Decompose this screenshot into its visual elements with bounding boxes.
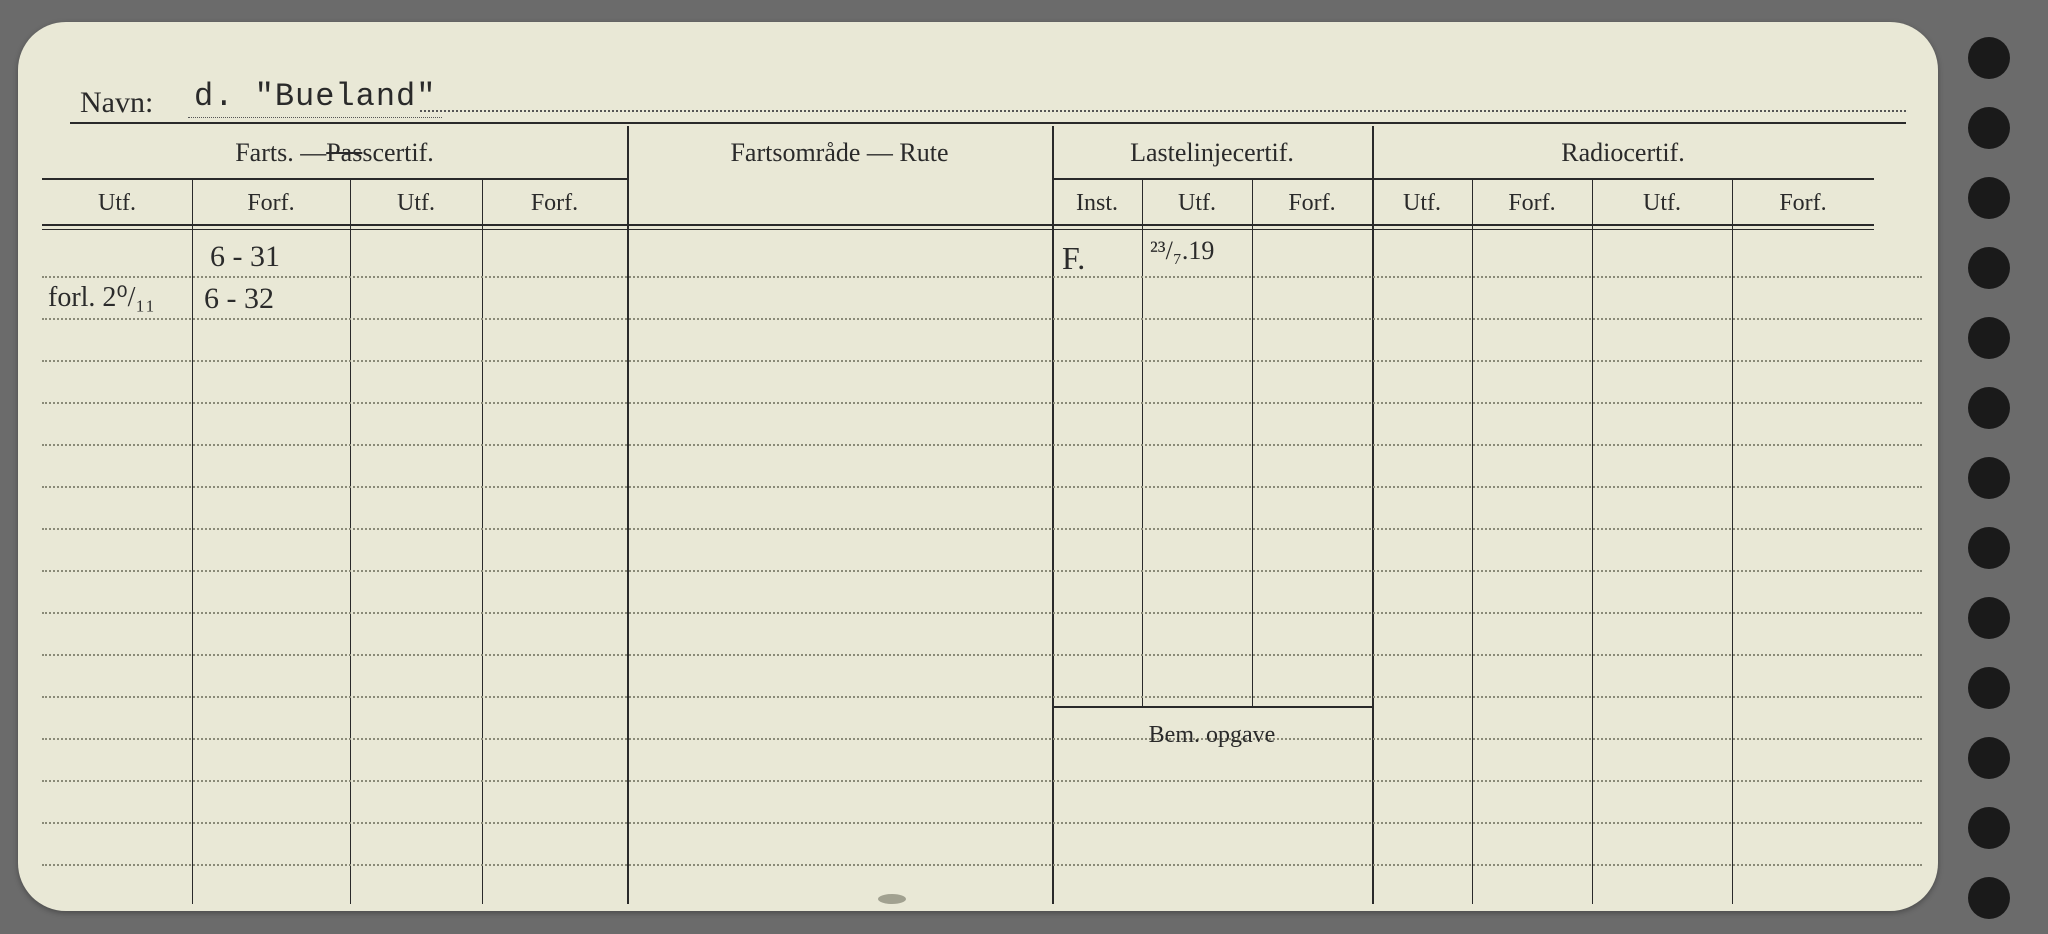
dotted-row <box>42 360 1922 362</box>
hline-body-top2 <box>42 229 1874 230</box>
subhdr-farts-utf2: Utf. <box>350 180 482 226</box>
punch-hole <box>1968 457 2010 499</box>
bem-opgave-box: Bem. opgave <box>1052 706 1372 746</box>
dotted-row <box>42 570 1922 572</box>
dotted-row <box>42 318 1922 320</box>
dotted-row <box>42 738 1922 740</box>
index-card: Navn: d. "Bueland" Farts. — Pas scertif.… <box>18 22 1938 911</box>
hand-laste-inst-r1: F. <box>1062 242 1085 274</box>
tline-laste-2 <box>1252 180 1253 706</box>
subhdr-laste-forf: Forf. <box>1252 180 1372 226</box>
punch-hole <box>1968 317 2010 359</box>
hand-laste-utf-r1: ²³/₇.19 <box>1150 238 1214 264</box>
hand-farts-forf-r2: 6 - 32 <box>204 284 274 314</box>
hand-farts-forf-r1: 6 - 31 <box>210 242 280 272</box>
punch-hole <box>1968 247 2010 289</box>
dotted-row <box>42 822 1922 824</box>
punch-hole <box>1968 807 2010 849</box>
vline-farts-end <box>627 126 629 904</box>
punch-hole <box>1968 597 2010 639</box>
dotted-row <box>42 654 1922 656</box>
punch-hole <box>1968 177 2010 219</box>
punch-hole <box>1968 37 2010 79</box>
tline-farts-1 <box>192 180 193 904</box>
punch-hole <box>1968 877 2010 919</box>
subhdr-radio-utf2: Utf. <box>1592 180 1732 226</box>
header-farts-suffix: scertif. <box>362 138 433 168</box>
dotted-row <box>42 402 1922 404</box>
punch-hole <box>1968 107 2010 149</box>
subhdr-farts-forf2: Forf. <box>482 180 627 226</box>
vline-laste-end <box>1372 126 1374 904</box>
header-fartsomrade: Fartsområde — Rute <box>627 126 1052 180</box>
hline-body-top1 <box>42 224 1874 226</box>
punch-hole <box>1968 387 2010 429</box>
tline-farts-2 <box>350 180 351 904</box>
subhdr-radio-utf1: Utf. <box>1372 180 1472 226</box>
subhdr-radio-forf1: Forf. <box>1472 180 1592 226</box>
tline-laste-1 <box>1142 180 1143 706</box>
header-farts-strike: Pas <box>326 138 362 168</box>
header-farts: Farts. — Pas scertif. <box>42 126 627 180</box>
subhdr-laste-utf: Utf. <box>1142 180 1252 226</box>
punch-hole <box>1968 527 2010 569</box>
dotted-row <box>42 486 1922 488</box>
subhdr-farts-utf1: Utf. <box>42 180 192 226</box>
header-radio: Radiocertif. <box>1372 126 1874 180</box>
dotted-row <box>42 696 1922 698</box>
vline-rute-end <box>1052 126 1054 904</box>
dotted-row <box>42 780 1922 782</box>
dotted-row <box>42 612 1922 614</box>
certificate-table: Farts. — Pas scertif. Fartsområde — Rute… <box>42 126 1922 904</box>
punch-hole <box>1968 737 2010 779</box>
dotted-row <box>42 528 1922 530</box>
tline-radio-2 <box>1592 180 1593 904</box>
tline-radio-1 <box>1472 180 1473 904</box>
tline-radio-3 <box>1732 180 1733 904</box>
dotted-row <box>42 276 1922 278</box>
bem-opgave-label: Bem. opgave <box>1052 722 1372 749</box>
navn-label: Navn: <box>80 86 153 120</box>
navn-value: d. "Bueland" <box>188 78 442 118</box>
dotted-row <box>42 444 1922 446</box>
subhdr-farts-forf1: Forf. <box>192 180 350 226</box>
subhdr-laste-inst: Inst. <box>1052 180 1142 226</box>
header-farts-prefix: Farts. — <box>235 138 326 168</box>
punch-hole <box>1968 667 2010 709</box>
dotted-row <box>42 864 1922 866</box>
header-lastelinje: Lastelinjecertif. <box>1052 126 1372 180</box>
navn-row: Navn: d. "Bueland" <box>70 70 1906 124</box>
navn-dotted-line <box>420 110 1906 112</box>
smudge-mark <box>878 894 906 904</box>
subhdr-radio-forf2: Forf. <box>1732 180 1874 226</box>
tline-farts-3 <box>482 180 483 904</box>
hand-farts-utf-r2: forl. 2⁰/₁₁ <box>48 284 155 312</box>
